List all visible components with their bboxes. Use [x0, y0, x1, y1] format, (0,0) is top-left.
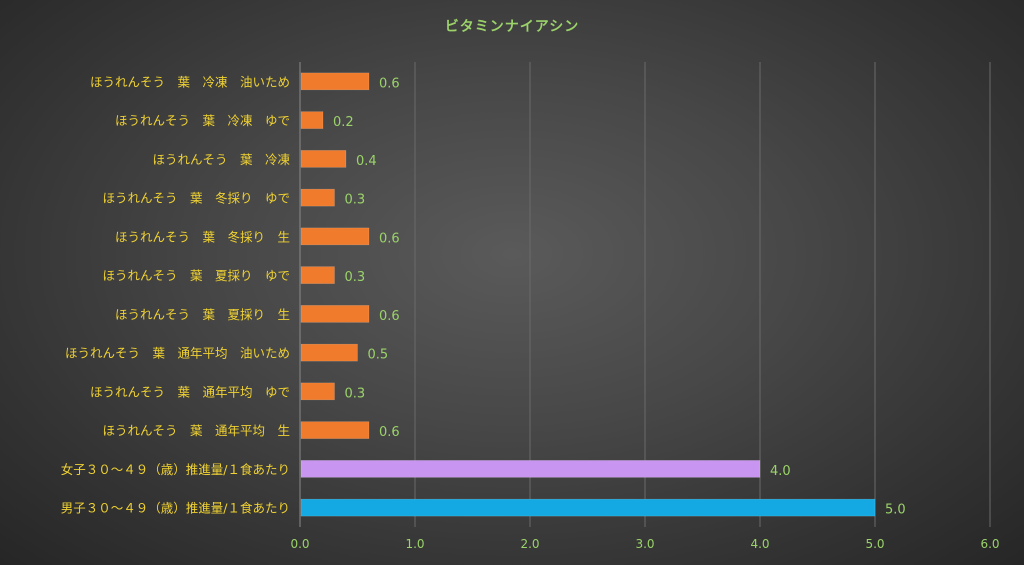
data-label: 0.6 — [379, 76, 400, 91]
bar — [300, 498, 876, 517]
bar — [300, 227, 370, 246]
bar — [300, 188, 335, 207]
category-label: ほうれんそう 葉 冷凍 ゆで — [115, 113, 290, 128]
bar — [300, 150, 347, 168]
x-tick-label: 1.0 — [405, 537, 424, 551]
data-label: 5.0 — [885, 503, 906, 518]
data-label: 0.3 — [345, 193, 366, 208]
category-label: ほうれんそう 葉 冷凍 油いため — [90, 74, 290, 89]
data-label: 0.3 — [345, 270, 366, 285]
bar — [300, 460, 761, 478]
category-label: ほうれんそう 葉 夏採り 生 — [115, 307, 290, 322]
category-label: 女子３０～４９（歳）推進量/１食あたり — [61, 462, 290, 477]
bar — [300, 421, 370, 439]
category-label: ほうれんそう 葉 冬採り ゆで — [102, 191, 290, 206]
bar — [300, 343, 358, 362]
bar — [300, 111, 324, 129]
bar — [300, 382, 335, 401]
data-label: 4.0 — [770, 464, 791, 479]
x-tick-label: 3.0 — [635, 537, 654, 551]
x-tick-label: 4.0 — [750, 537, 769, 551]
category-label: ほうれんそう 葉 夏採り ゆで — [102, 268, 290, 283]
data-label: 0.4 — [356, 154, 377, 169]
data-label: 0.2 — [333, 115, 354, 130]
bar — [300, 305, 370, 323]
chart-title: ビタミンナイアシン — [444, 19, 580, 35]
category-label: ほうれんそう 葉 通年平均 生 — [102, 423, 290, 438]
x-tick-label: 2.0 — [520, 537, 539, 551]
x-tick-label: 6.0 — [980, 537, 999, 551]
data-label: 0.6 — [379, 309, 400, 324]
x-tick-label: 5.0 — [865, 537, 884, 551]
x-tick-label: 0.0 — [290, 537, 309, 551]
data-label: 0.6 — [379, 231, 400, 246]
data-label: 0.5 — [368, 348, 389, 363]
bar — [300, 266, 335, 284]
category-label: ほうれんそう 葉 冬採り 生 — [115, 229, 290, 244]
category-label: ほうれんそう 葉 冷凍 — [152, 152, 290, 167]
category-label: ほうれんそう 葉 通年平均 油いため — [65, 346, 290, 361]
category-label: 男子３０～４９（歳）推進量/１食あたり — [61, 501, 290, 516]
data-label: 0.6 — [379, 425, 400, 440]
category-label: ほうれんそう 葉 通年平均 ゆで — [90, 384, 290, 399]
bar — [300, 72, 370, 91]
data-label: 0.3 — [345, 386, 366, 401]
